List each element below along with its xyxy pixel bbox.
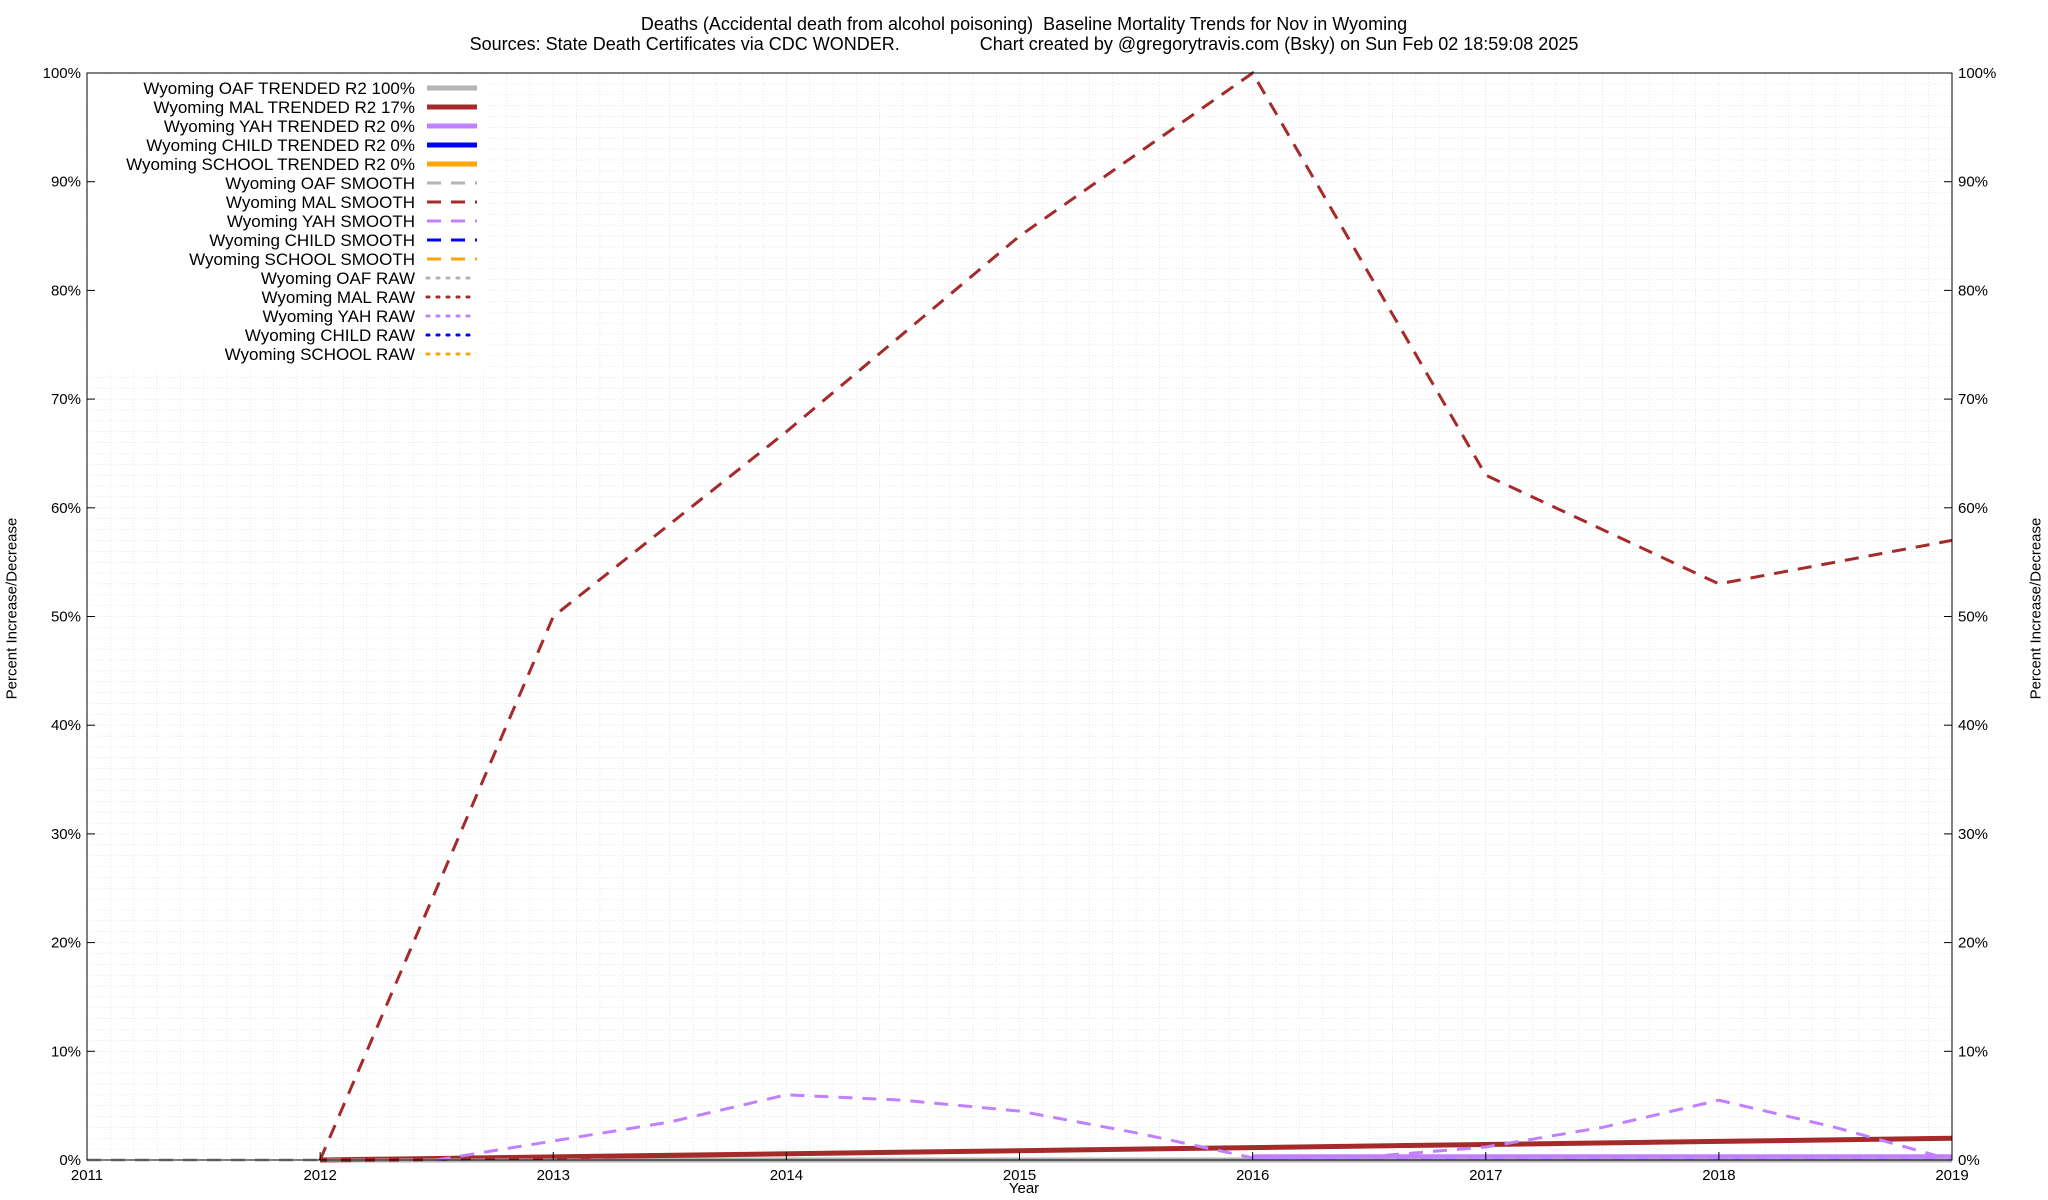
y-tick-label-right: 70%	[1958, 391, 1988, 408]
y-tick-label-left: 100%	[43, 65, 81, 82]
legend-label: Wyoming MAL TRENDED R2 17%	[153, 98, 415, 117]
x-tick-label: 2019	[1935, 1167, 1968, 1184]
chart-title: Deaths (Accidental death from alcohol po…	[640, 14, 1408, 34]
y-tick-label-left: 90%	[51, 174, 81, 191]
legend-label: Wyoming CHILD RAW	[245, 326, 415, 345]
legend-label: Wyoming YAH TRENDED R2 0%	[164, 117, 415, 136]
x-tick-label: 2017	[1469, 1167, 1502, 1184]
legend-label: Wyoming CHILD SMOOTH	[209, 231, 415, 250]
x-tick-label: 2015	[1003, 1167, 1036, 1184]
legend-label: Wyoming YAH SMOOTH	[227, 212, 415, 231]
legend-label: Wyoming MAL RAW	[262, 288, 416, 307]
legend-label: Wyoming YAH RAW	[262, 307, 415, 326]
x-tick-label: 2011	[71, 1167, 103, 1184]
legend-label: Wyoming SCHOOL SMOOTH	[189, 250, 415, 269]
y-tick-label-left: 10%	[51, 1043, 81, 1060]
legend: Wyoming OAF TRENDED R2 100%Wyoming MAL T…	[126, 79, 479, 364]
y-tick-label-left: 70%	[51, 391, 81, 408]
x-tick-label: 2016	[1236, 1167, 1269, 1184]
y-tick-label-left: 30%	[51, 826, 81, 843]
y-tick-label-right: 80%	[1958, 282, 1988, 299]
grid-lines	[87, 73, 1952, 1160]
y-tick-label-left: 60%	[51, 500, 81, 517]
y-tick-label-left: 80%	[51, 282, 81, 299]
x-tick-label: 2012	[303, 1167, 336, 1184]
legend-label: Wyoming SCHOOL TRENDED R2 0%	[126, 155, 415, 174]
y-tick-label-left: 50%	[51, 609, 81, 626]
chart-subtitle: Sources: State Death Certificates via CD…	[469, 34, 1579, 54]
y-tick-label-right: 30%	[1958, 826, 1988, 843]
y-tick-label-left: 0%	[59, 1152, 81, 1169]
y-tick-label-right: 100%	[1958, 65, 1996, 82]
x-tick-label: 2014	[770, 1167, 803, 1184]
y-tick-label-right: 40%	[1958, 717, 1988, 734]
y-tick-label-right: 60%	[1958, 500, 1988, 517]
y-tick-label-left: 40%	[51, 717, 81, 734]
x-tick-label: 2013	[537, 1167, 570, 1184]
legend-background	[88, 74, 488, 369]
y-tick-label-right: 90%	[1958, 174, 1988, 191]
x-tick-label: 2018	[1702, 1167, 1735, 1184]
y-tick-label-left: 20%	[51, 935, 81, 952]
y-tick-label-right: 0%	[1958, 1152, 1980, 1169]
y-tick-label-right: 10%	[1958, 1043, 1988, 1060]
y-tick-label-right: 20%	[1958, 935, 1988, 952]
legend-label: Wyoming MAL SMOOTH	[226, 193, 415, 212]
legend-label: Wyoming OAF TRENDED R2 100%	[143, 79, 415, 98]
x-axis-label: Year	[1008, 1180, 1040, 1197]
series-line-wyoming-mal-trended-r2-17	[320, 1135, 1953, 1163]
legend-label: Wyoming CHILD TRENDED R2 0%	[146, 136, 415, 155]
y-tick-label-right: 50%	[1958, 609, 1988, 626]
legend-label: Wyoming OAF RAW	[261, 269, 415, 288]
legend-label: Wyoming SCHOOL RAW	[225, 345, 415, 364]
legend-label: Wyoming OAF SMOOTH	[225, 174, 415, 193]
